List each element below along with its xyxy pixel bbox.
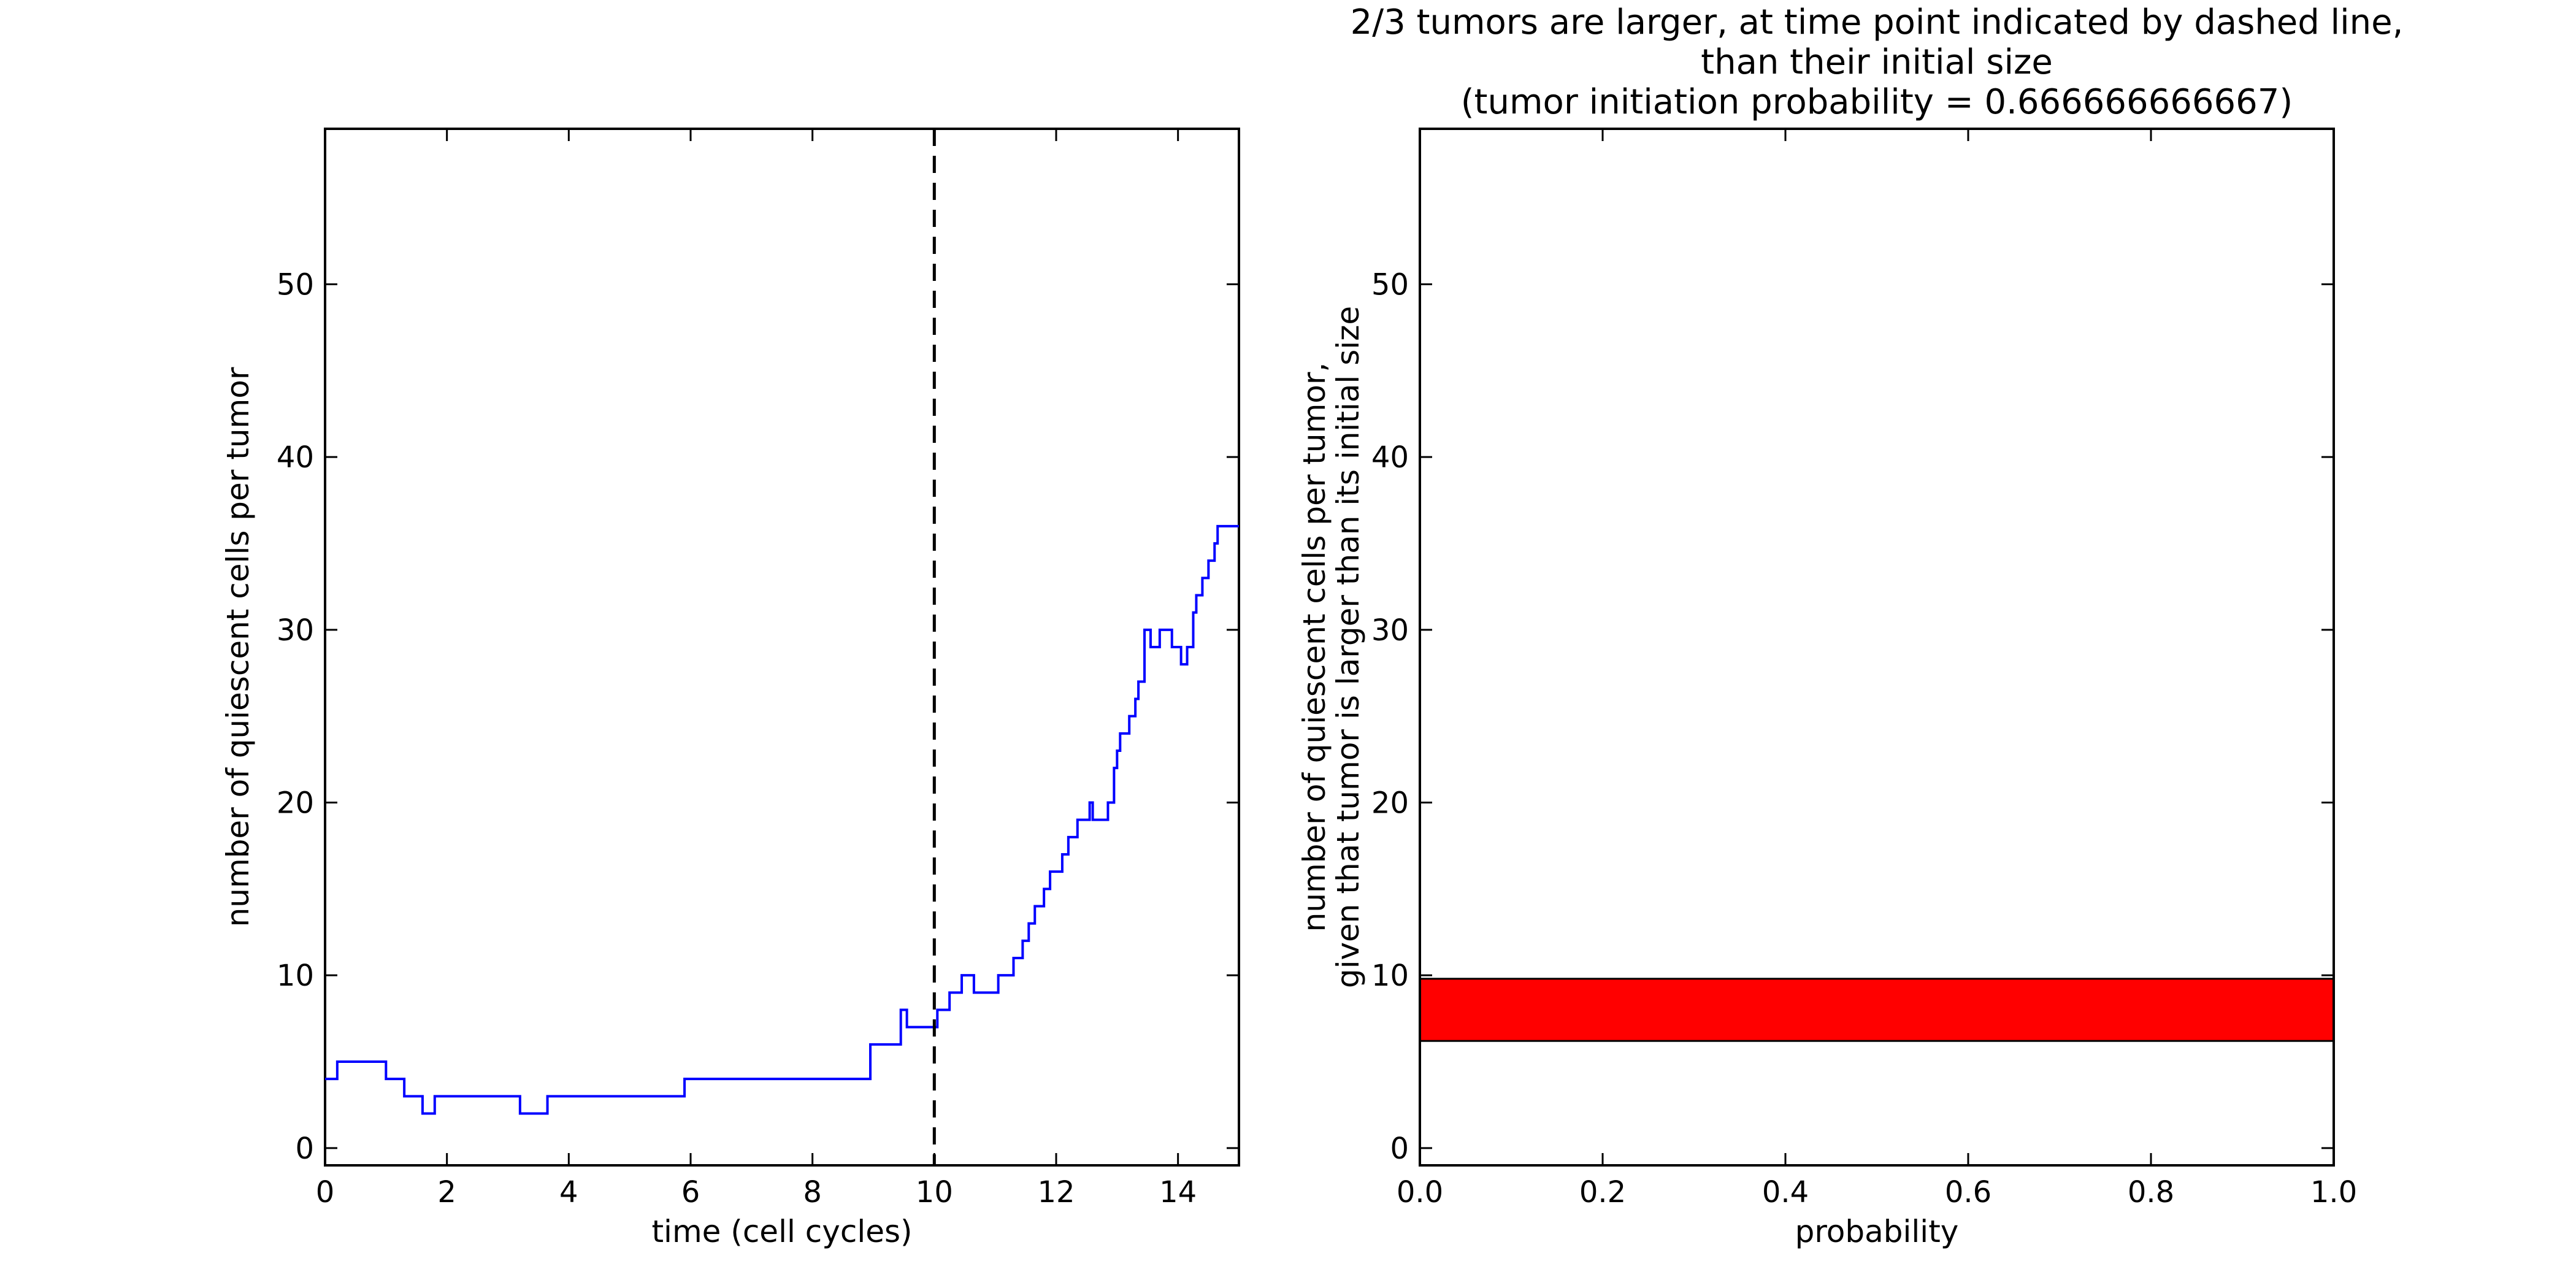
right-chart-title-line-1: 2/3 tumors are larger, at time point ind… bbox=[1351, 2, 2404, 42]
right-y-tick-label: 20 bbox=[1371, 786, 1409, 821]
left-axis-ticks: 0 2 4 6 8 10 12 14 0 10 20 30 40 50 bbox=[277, 129, 1239, 1209]
right-chart-panel: 0.0 0.2 0.4 0.6 0.8 1.0 0 10 20 30 40 50 probabilit… bbox=[1297, 2, 2403, 1249]
right-y-tick-label: 40 bbox=[1371, 440, 1409, 475]
right-x-tick-label: 0.0 bbox=[1397, 1175, 1443, 1209]
right-x-tick-label: 0.2 bbox=[1579, 1175, 1626, 1209]
right-plot-frame bbox=[1419, 128, 2335, 1167]
probability-bar bbox=[1419, 978, 2335, 1042]
left-plot-marks bbox=[325, 129, 1239, 1165]
right-y-tick-label: 30 bbox=[1371, 613, 1409, 648]
right-y-tick-label: 10 bbox=[1371, 959, 1409, 993]
right-x-tick-label: 1.0 bbox=[2310, 1175, 2357, 1209]
left-x-tick-label: 14 bbox=[1159, 1175, 1197, 1209]
right-plot-marks bbox=[1419, 978, 2335, 1042]
left-y-tick-label: 10 bbox=[277, 959, 314, 993]
right-chart-title-line-2: than their initial size bbox=[1701, 42, 2053, 82]
left-x-tick-label: 12 bbox=[1037, 1175, 1075, 1209]
right-x-tick-label: 0.8 bbox=[2128, 1175, 2174, 1209]
left-x-tick-label: 2 bbox=[437, 1175, 456, 1209]
right-x-tick-label: 0.6 bbox=[1945, 1175, 1991, 1209]
right-chart-title-line-3: (tumor initiation probability = 0.666666… bbox=[1461, 82, 2293, 122]
right-x-tick-label: 0.4 bbox=[1762, 1175, 1809, 1209]
left-y-axis-label: number of quiescent cells per tumor bbox=[220, 367, 256, 927]
left-y-tick-label: 50 bbox=[277, 268, 314, 302]
right-y-tick-label: 50 bbox=[1371, 268, 1409, 302]
left-y-tick-label: 30 bbox=[277, 613, 314, 648]
left-plot-frame bbox=[324, 128, 1240, 1167]
left-series-line bbox=[325, 524, 1239, 1115]
left-y-tick-label: 20 bbox=[277, 786, 314, 821]
left-y-tick-label: 40 bbox=[277, 440, 314, 475]
left-x-tick-label: 8 bbox=[803, 1175, 822, 1209]
left-x-tick-label: 4 bbox=[559, 1175, 578, 1209]
left-x-tick-label: 6 bbox=[681, 1175, 700, 1209]
left-x-tick-label: 0 bbox=[316, 1175, 335, 1209]
left-x-tick-label: 10 bbox=[916, 1175, 953, 1209]
right-y-axis-label-line-1: number of quiescent cells per tumor, bbox=[1297, 362, 1332, 932]
left-y-tick-label: 0 bbox=[295, 1132, 314, 1166]
right-y-tick-label: 0 bbox=[1390, 1132, 1409, 1166]
left-x-axis-label: time (cell cycles) bbox=[651, 1214, 912, 1249]
right-axis-ticks: 0.0 0.2 0.4 0.6 0.8 1.0 0 10 20 30 40 50 bbox=[1371, 129, 2357, 1209]
right-x-axis-label: probability bbox=[1795, 1214, 1959, 1249]
right-y-axis-label-line-2: given that tumor is larger than its init… bbox=[1330, 306, 1366, 988]
left-chart-panel: 0 2 4 6 8 10 12 14 0 10 20 30 40 50 time (cell cycles… bbox=[220, 128, 1240, 1249]
